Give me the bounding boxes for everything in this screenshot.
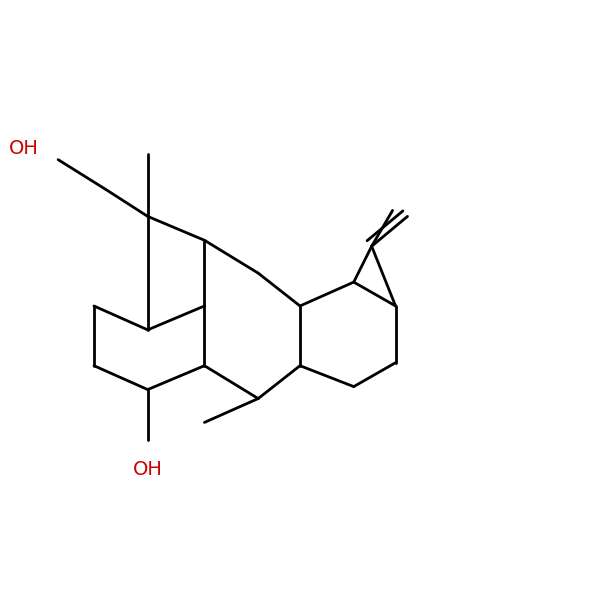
Text: OH: OH	[133, 460, 163, 479]
Text: OH: OH	[8, 139, 38, 158]
